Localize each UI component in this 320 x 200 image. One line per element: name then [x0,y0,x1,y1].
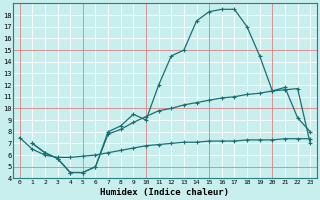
X-axis label: Humidex (Indice chaleur): Humidex (Indice chaleur) [100,188,229,197]
